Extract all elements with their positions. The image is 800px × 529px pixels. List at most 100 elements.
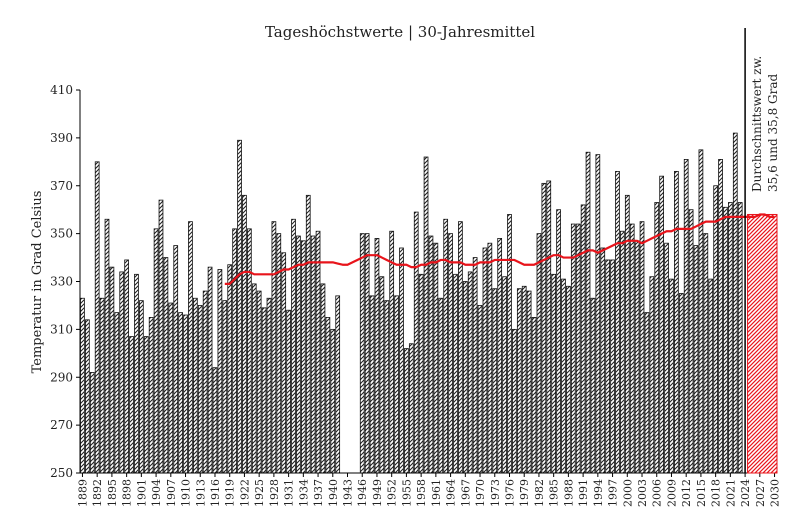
bar-1925 [256,290,262,474]
bar-1934 [300,240,306,474]
bar-2014 [693,245,699,474]
x-tick-label: 1970 [474,479,487,507]
x-tick-label: 1925 [253,479,266,507]
bar-1936 [310,235,316,474]
y-tick-label: 310 [50,322,73,336]
x-tick-label: 2003 [636,479,649,507]
y-tick-label: 410 [50,83,73,97]
bar-1991 [580,204,586,474]
bar-1921 [237,139,242,474]
bar-1999 [620,230,625,474]
x-tick-label: 1940 [327,479,340,507]
bar-2002 [634,240,640,474]
bar-1950 [379,276,385,474]
y-tick-label: 250 [50,466,73,480]
bar-2013 [688,209,694,474]
bar-1940 [330,328,336,474]
chart-title: Tageshöchstwerte | 30-Jahresmittel [265,23,535,41]
bar-1947 [364,233,370,474]
bar-1893 [99,297,105,474]
x-tick-label: 2012 [680,479,693,507]
x-tick-label: 1904 [150,479,163,507]
bar-1972 [487,242,493,474]
x-tick-label: 1892 [91,479,104,507]
bar-1978 [516,288,522,474]
x-axis: 1889 1892 1895 1898 1901 1904 1907 1910 1913 1916… [76,472,782,507]
bar-1951 [384,300,390,474]
x-tick-label: 1943 [342,479,355,507]
bar-2020 [723,206,728,474]
bar-1963 [443,218,449,474]
x-tick-label: 1949 [371,479,384,507]
x-tick-label: 1961 [430,479,443,507]
bar-1964 [448,233,453,474]
bar-1953 [394,295,399,474]
bar-1987 [561,278,566,474]
bar-2004 [644,312,650,474]
bar-1908 [173,245,179,474]
bar-1989 [570,223,576,474]
bar-1889 [80,297,85,474]
bar-1997 [610,259,615,474]
projection-area [747,213,778,474]
x-tick-label: 1901 [135,479,148,507]
annotation-text: Durchschnittswert zw. 35,6 und 35,8 Grad [750,56,780,192]
annotation-group: Durchschnittswert zw. 35,6 und 35,8 Grad [744,28,780,473]
bar-1966 [458,221,463,474]
bar-2005 [649,276,655,474]
bar-1917 [217,269,223,474]
x-tick-label: 1976 [503,479,516,507]
x-tick-label: 1985 [548,479,561,507]
bar-2000 [624,194,630,474]
x-tick-label: 2006 [651,479,664,507]
moving-average-series [224,213,775,285]
x-tick-label: 2015 [695,479,708,507]
bar-1988 [566,285,571,474]
bar-2010 [674,170,679,474]
bar-1965 [453,273,458,474]
x-tick-label: 1955 [400,479,413,507]
x-tick-label: 1991 [577,479,590,507]
bar-1931 [286,309,291,474]
bar-1918 [222,300,228,474]
bar-1995 [600,247,606,474]
y-tick-label: 370 [50,179,73,193]
bar-2023 [737,202,743,474]
bar-1911 [188,221,193,474]
x-tick-label: 1988 [562,479,575,507]
bar-1967 [462,281,468,474]
bar-2019 [718,159,723,474]
bar-1899 [129,336,134,474]
bar-2011 [678,293,684,474]
bar-1894 [104,218,110,474]
x-tick-label: 1946 [356,479,369,507]
y-tick-label: 330 [50,275,73,289]
bar-1896 [114,312,120,474]
x-tick-label: 1919 [224,479,237,507]
bar-1920 [232,228,237,474]
bar-2015 [698,149,704,474]
bar-1957 [413,211,419,474]
x-tick-label: 1913 [194,479,207,507]
bar-1984 [546,180,552,474]
bar-1980 [526,290,532,474]
bar-1909 [178,312,183,474]
bar-2003 [639,221,645,474]
x-tick-label: 2009 [665,479,678,507]
x-tick-label: 2018 [710,479,723,507]
bar-1976 [507,214,512,474]
bar-1954 [399,247,404,474]
bar-1969 [472,257,478,474]
bar-1913 [197,305,203,474]
bar-1938 [320,283,326,474]
bar-1937 [315,230,321,474]
bar-1900 [134,273,139,474]
y-tick-label: 390 [50,131,73,145]
bar-1971 [482,247,488,474]
bar-1929 [276,233,282,474]
moving-average-line [224,215,736,285]
projection-block [747,213,778,474]
bar-1927 [266,297,272,474]
bar-1975 [502,276,507,474]
